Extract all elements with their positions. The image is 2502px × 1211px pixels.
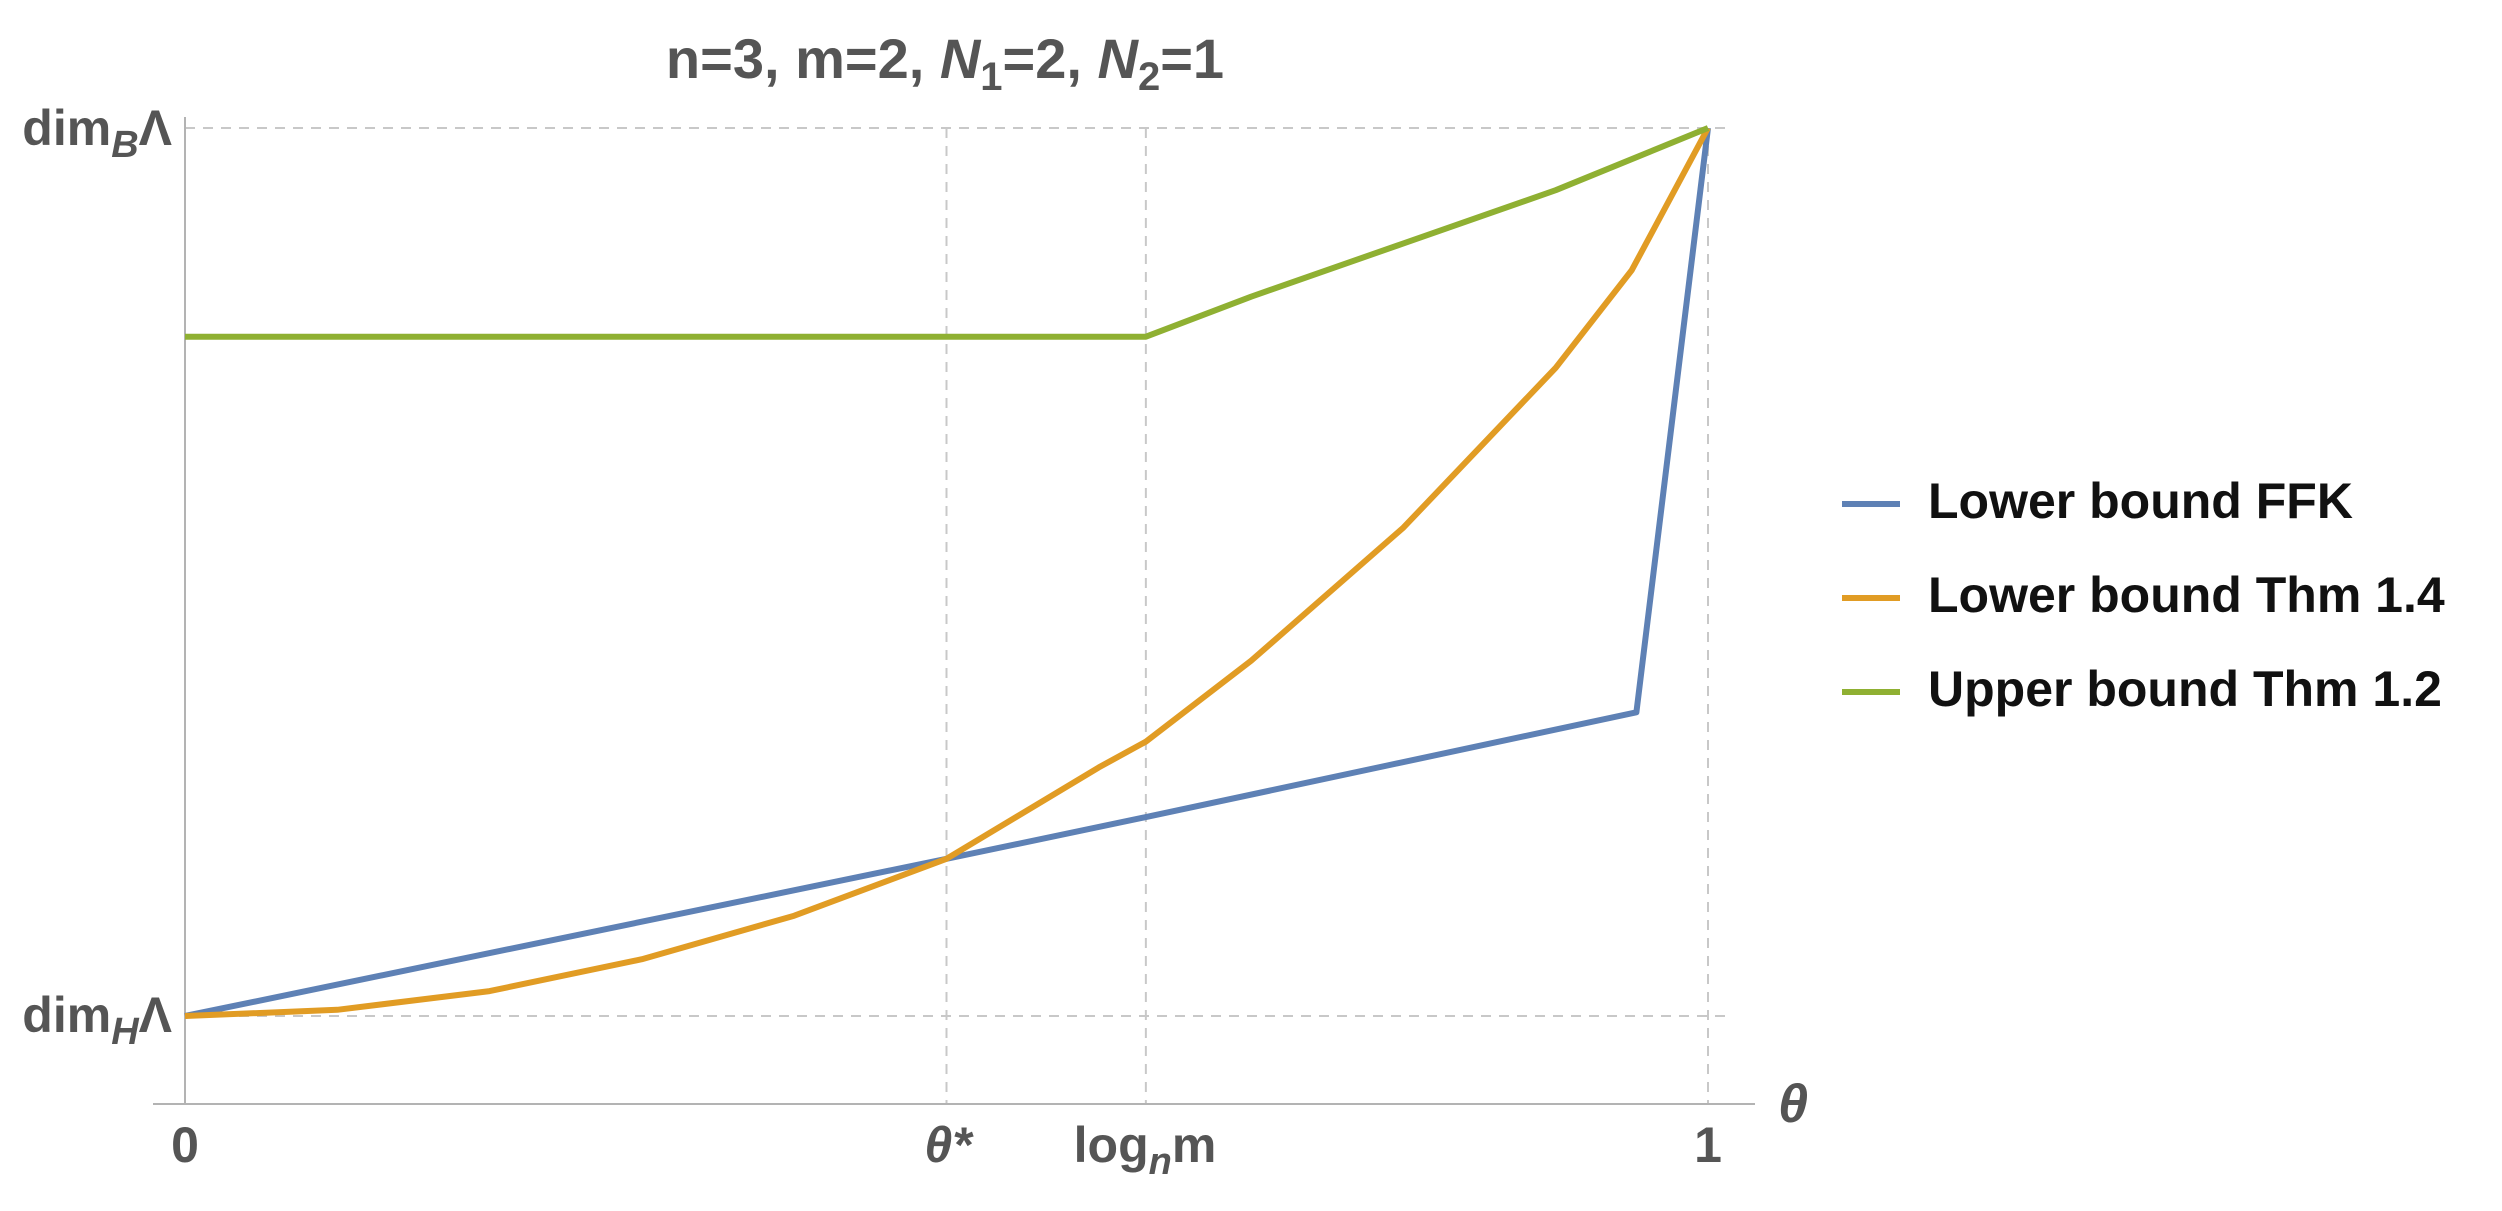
legend: Lower bound FFK Lower bound Thm 1.4 Uppe… xyxy=(1842,473,2445,717)
x-tick-label-1: 1 xyxy=(1694,1117,1722,1173)
grid-layer xyxy=(185,127,1730,1104)
legend-label-thm12: Upper bound Thm 1.2 xyxy=(1928,661,2442,717)
x-tick-label-0: 0 xyxy=(171,1117,199,1173)
y-tick-label-dimH: dimHΛ xyxy=(22,987,172,1053)
x-tick-label-log: lognm xyxy=(1074,1117,1217,1183)
x-axis-label: θ xyxy=(1778,1074,1808,1134)
series-line-lower-bound-ffk xyxy=(184,127,1711,1019)
series-line-lower-bound-thm-1-4 xyxy=(184,126,1711,1019)
legend-label-ffk: Lower bound FFK xyxy=(1928,473,2353,529)
series-layer xyxy=(184,125,1711,1019)
y-tick-label-dimB: dimBΛ xyxy=(22,100,172,166)
axes-layer xyxy=(153,117,1755,1105)
chart-title: n=3, m=2, N1=2, N2=1 xyxy=(666,27,1224,99)
legend-label-thm14: Lower bound Thm 1.4 xyxy=(1928,567,2445,623)
series-line-upper-bound-thm-1-2 xyxy=(185,125,1710,340)
x-tick-label-theta-star: θ* xyxy=(924,1117,974,1173)
